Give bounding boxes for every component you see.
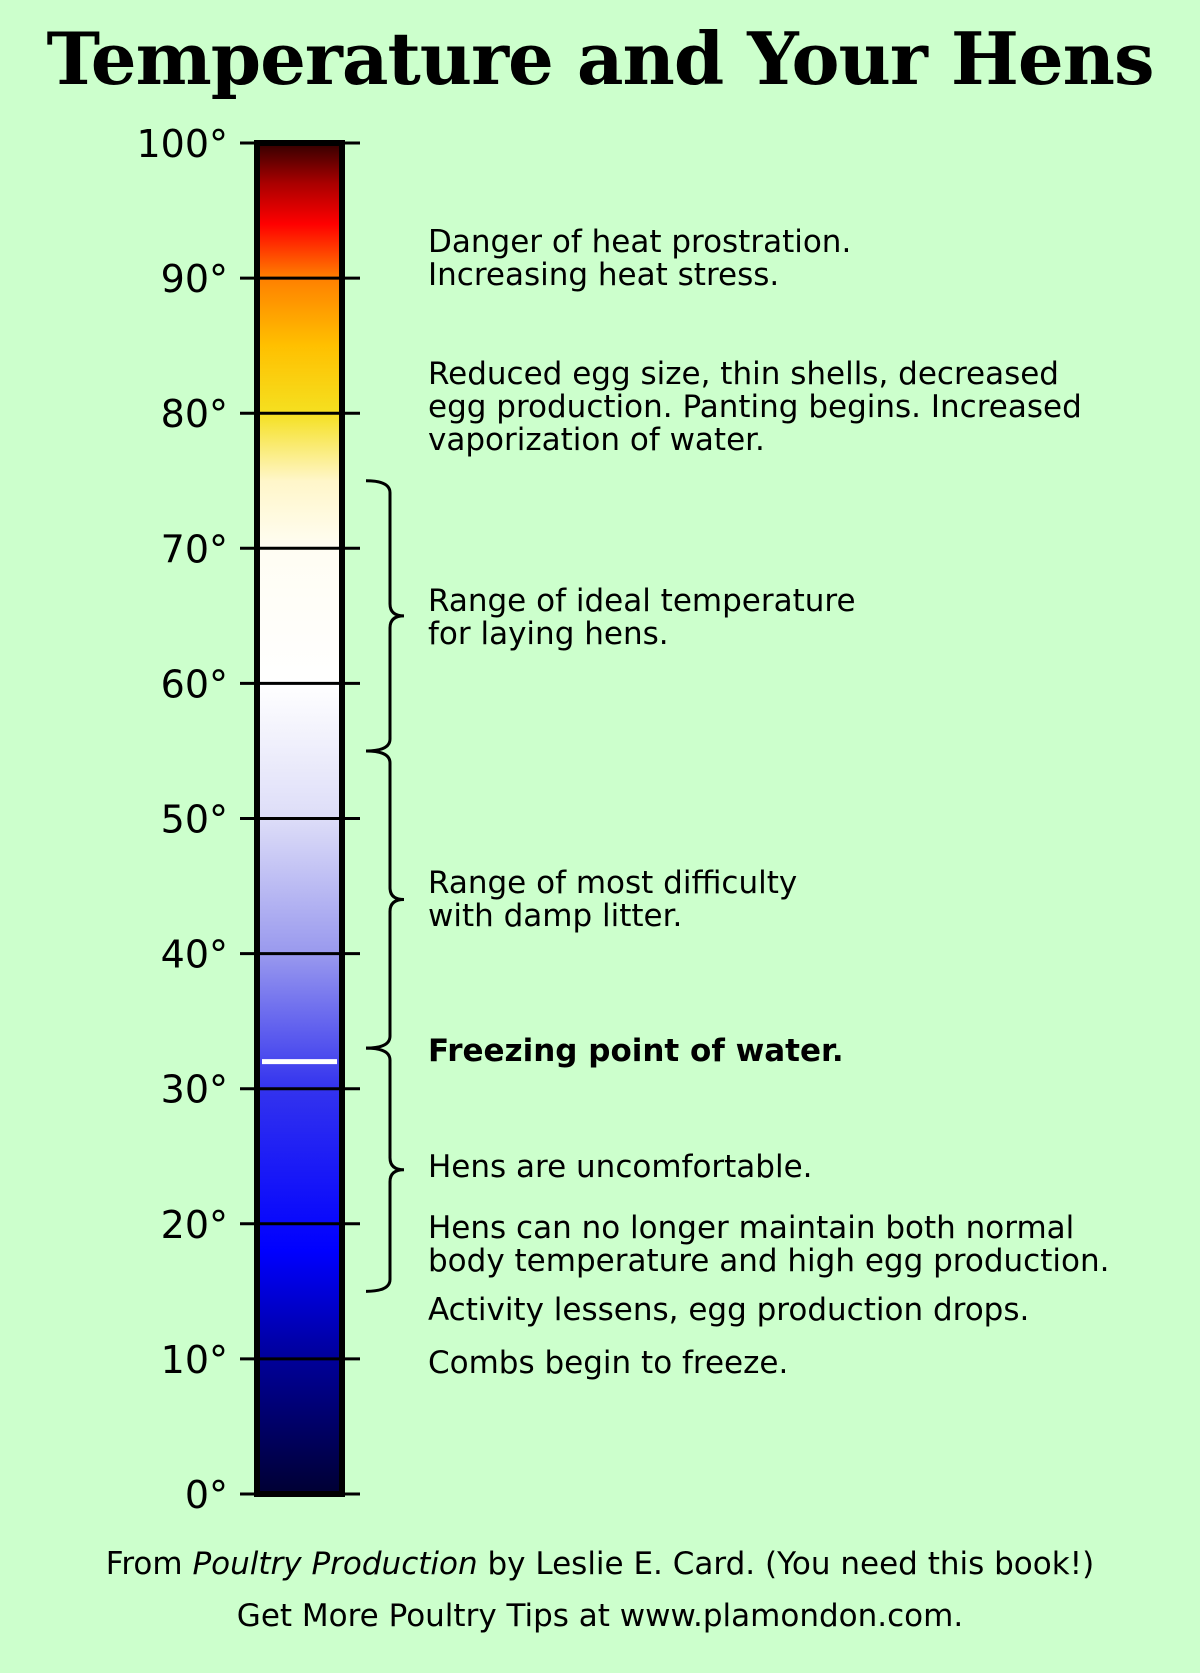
- note-ideal-range: Range of ideal temperature for laying he…: [428, 585, 856, 651]
- tick-label-100: 100°: [136, 122, 228, 166]
- range-bracket-1: [365, 479, 405, 753]
- range-bracket-3: [365, 1046, 405, 1293]
- note-line: Hens can no longer maintain both normal: [428, 1210, 1075, 1246]
- note-line: Range of ideal temperature: [428, 583, 856, 619]
- tick-label-30: 30°: [161, 1068, 228, 1112]
- tick-label-60: 60°: [161, 662, 228, 706]
- tick-label-80: 80°: [161, 392, 228, 436]
- note-line: egg production. Panting begins. Increase…: [428, 389, 1082, 425]
- tick-label-50: 50°: [161, 798, 228, 842]
- note-line: Reduced egg size, thin shells, decreased: [428, 356, 1059, 392]
- note-line: with damp litter.: [428, 898, 683, 934]
- footer-prefix: From: [105, 1546, 193, 1582]
- tick-label-0: 0°: [185, 1473, 228, 1517]
- footer-source: From Poultry Production by Leslie E. Car…: [0, 1546, 1200, 1583]
- note-uncomfortable: Hens are uncomfortable.: [428, 1149, 813, 1185]
- tick-label-10: 10°: [161, 1338, 228, 1382]
- note-cannot-maintain: Hens can no longer maintain both normal …: [428, 1212, 1109, 1278]
- note-damp-litter: Range of most difficulty with damp litte…: [428, 867, 797, 933]
- note-combs: Combs begin to freeze.: [428, 1345, 789, 1381]
- note-heat-prostration: Danger of heat prostration. Increasing h…: [428, 226, 851, 292]
- note-line: Range of most difficulty: [428, 865, 798, 901]
- footer-book-title: Poultry Production: [192, 1546, 478, 1582]
- footer-website: Get More Poultry Tips at www.plamondon.c…: [236, 1598, 964, 1634]
- range-bracket-2: [365, 749, 405, 1050]
- tick-label-90: 90°: [161, 257, 228, 301]
- note-reduced-egg: Reduced egg size, thin shells, decreased…: [428, 358, 1082, 457]
- page-title: Temperature and Your Hens: [46, 16, 1154, 101]
- note-freezing-point: Freezing point of water.: [428, 1033, 844, 1069]
- note-line: for laying hens.: [428, 616, 669, 652]
- note-line: Danger of heat prostration.: [428, 224, 852, 260]
- tick-label-20: 20°: [161, 1203, 228, 1247]
- tick-label-70: 70°: [161, 527, 228, 571]
- note-activity: Activity lessens, egg production drops.: [428, 1292, 1030, 1328]
- tick-label-40: 40°: [161, 933, 228, 977]
- note-line: body temperature and high egg production…: [428, 1243, 1110, 1279]
- note-line: Increasing heat stress.: [428, 257, 780, 293]
- note-line: vaporization of water.: [428, 422, 765, 458]
- footer-suffix: by Leslie E. Card. (You need this book!): [477, 1546, 1095, 1582]
